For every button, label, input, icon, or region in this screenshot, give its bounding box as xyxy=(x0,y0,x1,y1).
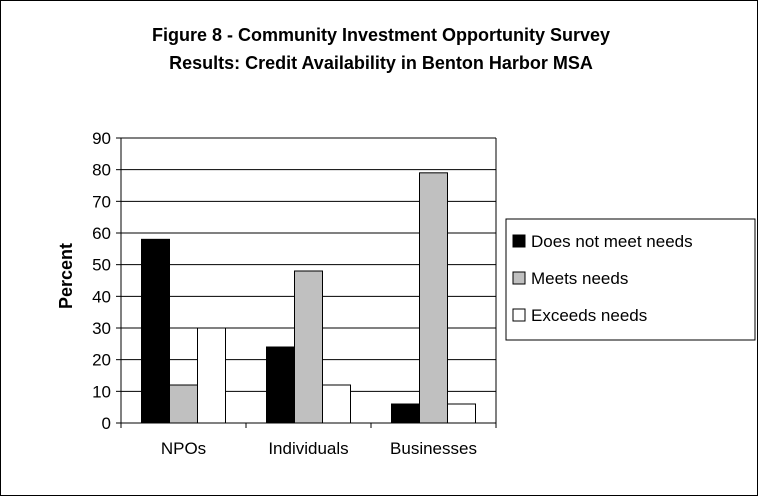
bar-exceeds-needs-businesses xyxy=(447,403,476,424)
category-label: NPOs xyxy=(161,439,206,458)
legend-swatch xyxy=(512,308,526,322)
y-tick-label: 10 xyxy=(92,382,111,401)
bars xyxy=(141,172,476,424)
y-tick-label: 40 xyxy=(92,287,111,306)
y-tick-labels: 0 10 20 30 40 50 60 70 80 90 xyxy=(92,129,111,433)
y-tick-label: 0 xyxy=(102,414,111,433)
bar-meets-needs-businesses xyxy=(419,172,448,424)
y-tick-label: 30 xyxy=(92,319,111,338)
chart-title: Figure 8 - Community Investment Opportun… xyxy=(151,25,611,45)
category-label: Businesses xyxy=(390,439,477,458)
bar-does-not-meet-needs-npos xyxy=(141,238,170,424)
legend-swatch xyxy=(512,234,526,248)
legend-entry: Exceeds needs xyxy=(531,306,647,325)
y-axis-label: Percent xyxy=(56,243,76,309)
legend-entry: Meets needs xyxy=(531,269,628,288)
chart-subtitle: Results: Credit Availability in Benton H… xyxy=(169,53,593,73)
legend: Does not meet needs Meets needs Exceeds ne… xyxy=(505,218,756,341)
y-tick-label: 20 xyxy=(92,351,111,370)
legend-entry: Does not meet needs xyxy=(531,232,693,251)
y-tick-label: 80 xyxy=(92,161,111,180)
y-tick-label: 60 xyxy=(92,224,111,243)
legend-box xyxy=(505,218,756,341)
y-tick-label: 50 xyxy=(92,256,111,275)
axes xyxy=(120,137,497,428)
legend-swatch xyxy=(512,271,526,285)
y-tick-label: 70 xyxy=(92,192,111,211)
bar-does-not-meet-needs-businesses xyxy=(391,403,420,424)
bar-exceeds-needs-npos xyxy=(197,327,226,424)
bar-meets-needs-individuals xyxy=(294,270,323,424)
chart-title-block: Figure 8 - Community Investment Opportun… xyxy=(61,21,701,77)
bar-exceeds-needs-individuals xyxy=(322,384,351,424)
category-labels: NPOs Individuals Businesses xyxy=(161,439,477,458)
bar-meets-needs-npos xyxy=(169,384,198,424)
category-label: Individuals xyxy=(268,439,348,458)
y-tick-label: 90 xyxy=(92,129,111,148)
bar-does-not-meet-needs-individuals xyxy=(266,346,295,424)
